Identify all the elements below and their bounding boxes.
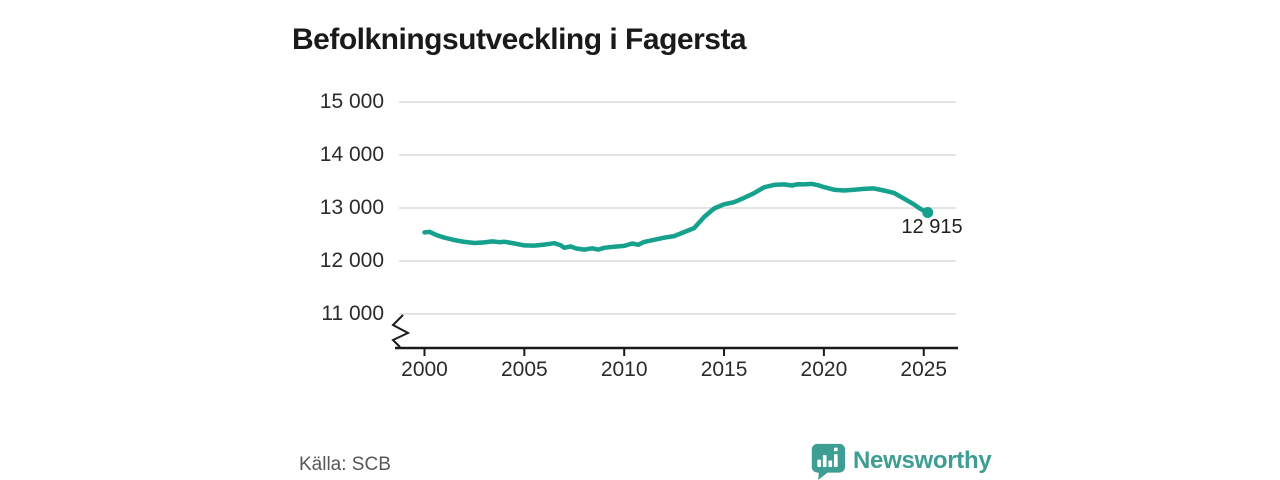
x-tick-label: 2025	[900, 358, 948, 381]
chart-title: Befolkningsutveckling i Fagersta	[292, 23, 747, 57]
gridlines	[399, 101, 956, 315]
newsworthy-logo[interactable]: Newsworthy	[809, 442, 992, 480]
y-tick-label: 14 000	[319, 143, 384, 166]
latest-value-dot	[922, 207, 934, 219]
latest-value-label: 12 915	[901, 216, 963, 238]
x-tick-label: 2015	[700, 358, 748, 381]
y-tick-label: 13 000	[319, 196, 384, 219]
y-tick-label: 15 000	[319, 90, 384, 113]
y-axis-break-icon	[391, 314, 411, 348]
x-tick-label: 2005	[500, 358, 548, 381]
x-tick-label: 2000	[401, 358, 448, 381]
x-tick-label: 2010	[600, 358, 648, 381]
y-tick-label: 12 000	[319, 249, 384, 272]
source-note: Källa: SCB	[299, 454, 391, 475]
y-tick-label: 11 000	[321, 302, 384, 325]
newsworthy-bubble-chart-icon	[811, 443, 846, 480]
x-axis-ticks	[423, 348, 925, 356]
x-tick-label: 2020	[800, 358, 848, 381]
population-line-series	[422, 181, 930, 252]
newsworthy-wordmark: Newsworthy	[853, 447, 992, 474]
